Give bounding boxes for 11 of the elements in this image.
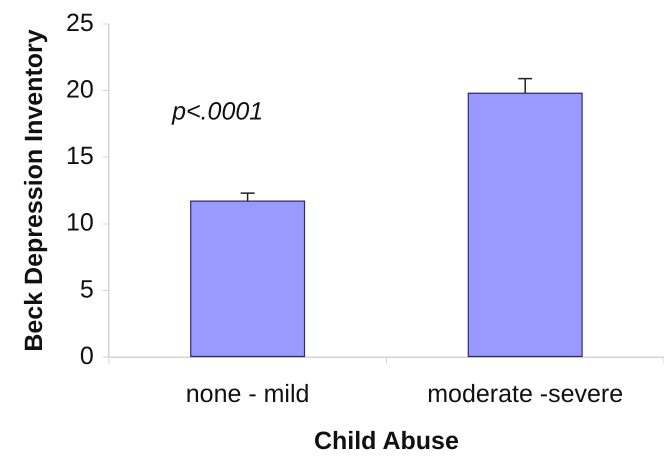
y-tick-label: 0 — [80, 342, 94, 370]
y-tick-label: 10 — [66, 208, 94, 237]
y-axis-title: Beck Depression Inventory — [20, 29, 48, 352]
y-tick-label: 15 — [66, 142, 94, 170]
y-tick-label: 20 — [66, 75, 94, 104]
x-tick-label: moderate -severe — [427, 380, 624, 408]
x-tick-label: none - mild — [186, 380, 310, 408]
y-tick-label: 25 — [66, 8, 94, 37]
y-tick-label: 5 — [80, 275, 94, 304]
annotation: p<.0001 — [171, 98, 264, 126]
x-axis-title: Child Abuse — [314, 426, 459, 455]
